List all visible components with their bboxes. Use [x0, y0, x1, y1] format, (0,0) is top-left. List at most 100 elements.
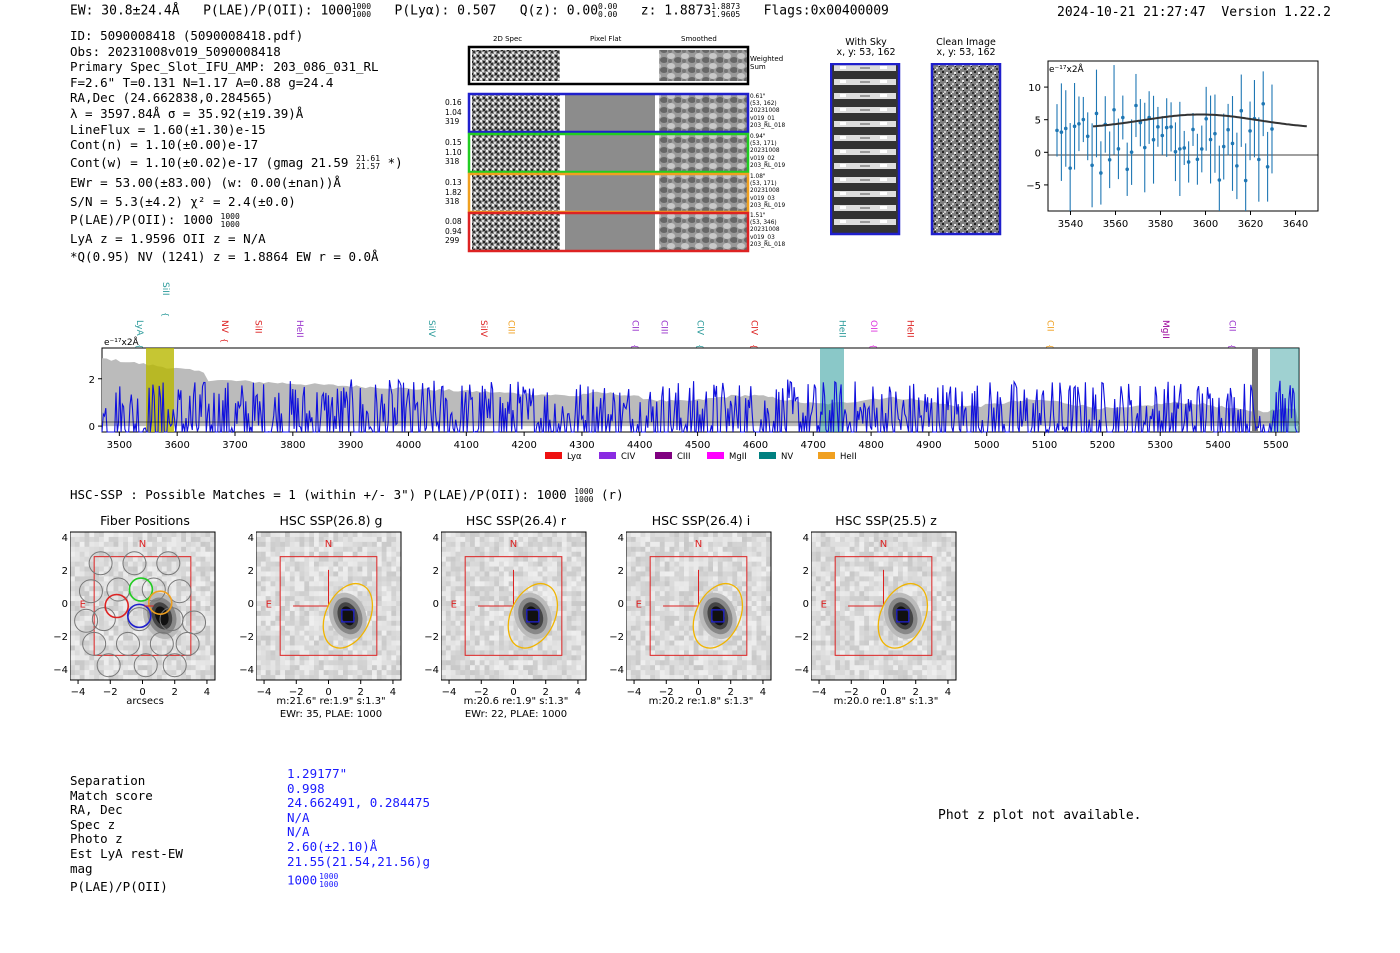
panel-x-tick: −4: [812, 687, 827, 698]
spec-x-tick-label: 4200: [511, 440, 536, 451]
cont-w: Cont(w) = 1.10(±0.02)e-17 (gmag 21.59 21…: [70, 154, 403, 172]
fiber-row-info: 1.51" (53, 346) 20231008 v019_03 203_RL_018: [750, 213, 786, 248]
panel-x-tick: −2: [659, 687, 674, 698]
fiber-pixel-flat: [565, 135, 655, 171]
panel-caption: arcsecs: [126, 696, 164, 707]
spectral-line-label: CIV: [695, 320, 705, 336]
primary-spec: Primary Spec_Slot_IFU_AMP: 203_086_031_R…: [70, 59, 379, 75]
panel-y-tick: −4: [794, 664, 809, 676]
match-row-label: RA, Dec: [70, 802, 123, 818]
col-header-2d-spec: 2D Spec: [493, 35, 523, 43]
spectral-line-label: HeII: [836, 320, 846, 338]
zoom-x-tick-label: 3600: [1193, 219, 1218, 230]
panel-title: HSC SSP(26.8) g: [279, 513, 383, 528]
panel-caption: m:20.0 re:1.8" s:1.3": [833, 696, 939, 707]
plae-value: P(LAE)/P(OII): 1000: [203, 3, 352, 19]
qz-value: Q(z): 0.00: [519, 3, 599, 19]
spec-x-tick-label: 4900: [916, 440, 941, 451]
panel-x-tick: 0: [695, 687, 701, 698]
weighted-sum-label: Weighted Sum: [750, 55, 784, 71]
spectral-line-brace: {: [749, 344, 758, 349]
hsc-image-panel: HSC SSP(26.8) g −4 −2 0 2 4 N E 4 2 0 −2 −4 m:21.6" r…: [239, 510, 426, 725]
spectral-line-brace: {: [161, 312, 170, 317]
with-sky-title: With Sky x, y: 53, 162: [836, 37, 896, 58]
signal-noise: S/N = 5.3(±4.2) χ² = 2.4(±0.0): [70, 193, 296, 209]
zoom-x-tick-label: 3640: [1283, 219, 1308, 230]
legend-swatch: [545, 452, 562, 459]
zoom-x-tick-label: 3580: [1148, 219, 1173, 230]
panel-x-tick: 4: [575, 687, 581, 698]
match-row-label: Est LyA rest-EW: [70, 845, 183, 861]
panel-caption: m:20.6 re:1.9" s:1.3": [463, 696, 569, 707]
panel-x-tick: 0: [139, 687, 145, 698]
panel-y-tick: −4: [239, 664, 254, 676]
legend-swatch: [655, 452, 672, 459]
panel-x-tick: 2: [913, 687, 919, 698]
fiber-pixel-flat: [565, 95, 655, 131]
spectrum-flux-line: [101, 378, 1298, 434]
fiber-row-frame: [467, 132, 750, 174]
fiber-2d-spec: [472, 214, 560, 250]
spec-x-tick-label: 5200: [1090, 440, 1115, 451]
col-header-smoothed: Smoothed: [681, 35, 717, 43]
fiber-row-stats: 0.16 1.04 319: [445, 98, 462, 126]
panel-y-tick: 2: [432, 566, 439, 578]
spec-y-tick-label: 0: [89, 422, 95, 433]
spectral-line-label: SiIV: [478, 320, 488, 338]
match-row-value: 0.998: [287, 780, 325, 796]
spec-x-tick-label: 5000: [974, 440, 999, 451]
panel-y-tick: 0: [432, 599, 439, 610]
match-row-value: 1.29177": [287, 766, 348, 781]
spectral-line-brace: {: [1046, 344, 1055, 349]
match-row-value: 21.55(21.54,21.56)g: [287, 853, 430, 869]
plae-ratio: P(LAE)/P(OII): 1000 1000 1000: [70, 211, 240, 229]
spec-x-tick-label: 4800: [858, 440, 883, 451]
panel-caption: m:21.6" re:1.9" s:1.3": [276, 696, 386, 707]
cutout-graphic: −4 −2 0 2 4 N E: [441, 531, 587, 698]
fiber-2d-spec: [472, 135, 560, 171]
panel-y-tick: −2: [794, 631, 809, 643]
panel-x-tick: 2: [728, 687, 734, 698]
match-plae-label: P(LAE)/P(OII): [70, 879, 168, 894]
legend-swatch: [759, 452, 776, 459]
plae-frac: 1000 1000: [351, 2, 372, 19]
fiber-smoothed: [659, 175, 747, 211]
panel-y-tick: 0: [802, 599, 809, 610]
match-table-values: 1.29177" 0.998 24.662491, 0.284475 N/A N/A 2.…: [287, 766, 430, 869]
match-plae-value: 1000 1000 1000: [287, 872, 339, 889]
match-table-labels: Separation Match score RA, Dec Spec z Photo …: [70, 773, 183, 876]
panel-y-tick: −4: [424, 664, 439, 676]
center-marker: [711, 609, 725, 623]
fiber-green: [128, 577, 154, 602]
legend-label: CIII: [677, 452, 690, 462]
panel-title: HSC SSP(26.4) r: [465, 513, 567, 528]
ra-dec: RA,Dec (24.662838,0.284565): [70, 90, 274, 106]
spec-x-tick-label: 3900: [338, 440, 363, 451]
line-flux: LineFlux = 1.60(±1.30)e-15: [70, 121, 266, 137]
sky-images: [830, 63, 1002, 236]
aperture-ellipse: [507, 583, 559, 649]
match-row-value: N/A: [287, 824, 310, 840]
hsc-image-panel: HSC SSP(26.4) r −4 −2 0 2 4 N E 4 2 0 −2 −4 m:20.6 re…: [424, 510, 611, 725]
plya-value: P(Lyα): 0.507: [394, 3, 497, 19]
zoom-y-tick-label: 10: [1028, 83, 1041, 94]
spectral-line-brace: {: [630, 344, 639, 349]
fiber-smoothed: [659, 214, 747, 250]
ew-rest: EWr = 53.00(±83.00) (w: 0.00(±nan))Å: [70, 175, 341, 191]
highlight-band-gray: [1252, 348, 1258, 432]
zoom-x-tick-label: 3540: [1058, 219, 1083, 230]
center-marker: [341, 609, 355, 623]
panel-y-ticks: 4 2 0 −2 −4: [53, 530, 68, 690]
spec-x-tick-label: 4100: [454, 440, 479, 451]
with-sky-image: [830, 63, 901, 236]
compass-east: E: [266, 600, 272, 611]
match-row-label: mag: [70, 860, 93, 876]
panel-caption-2: EWr: 35, PLAE: 1000: [279, 709, 383, 720]
fiber-row-info: 1.08" (53, 171) 20231008 v019_03 203_RL_019: [750, 174, 786, 209]
panel-x-tick: 2: [172, 687, 178, 698]
flags-value: Flags:0x00400009: [763, 3, 889, 19]
panel-title: HSC SSP(26.4) i: [651, 513, 751, 528]
fiber-row-info: 0.94" (53, 171) 20231008 v019_02 203_RL_019: [750, 134, 786, 169]
match-row-value: 2.60(±2.10)Å: [287, 838, 378, 854]
spec-x-tick-label: 4300: [569, 440, 594, 451]
